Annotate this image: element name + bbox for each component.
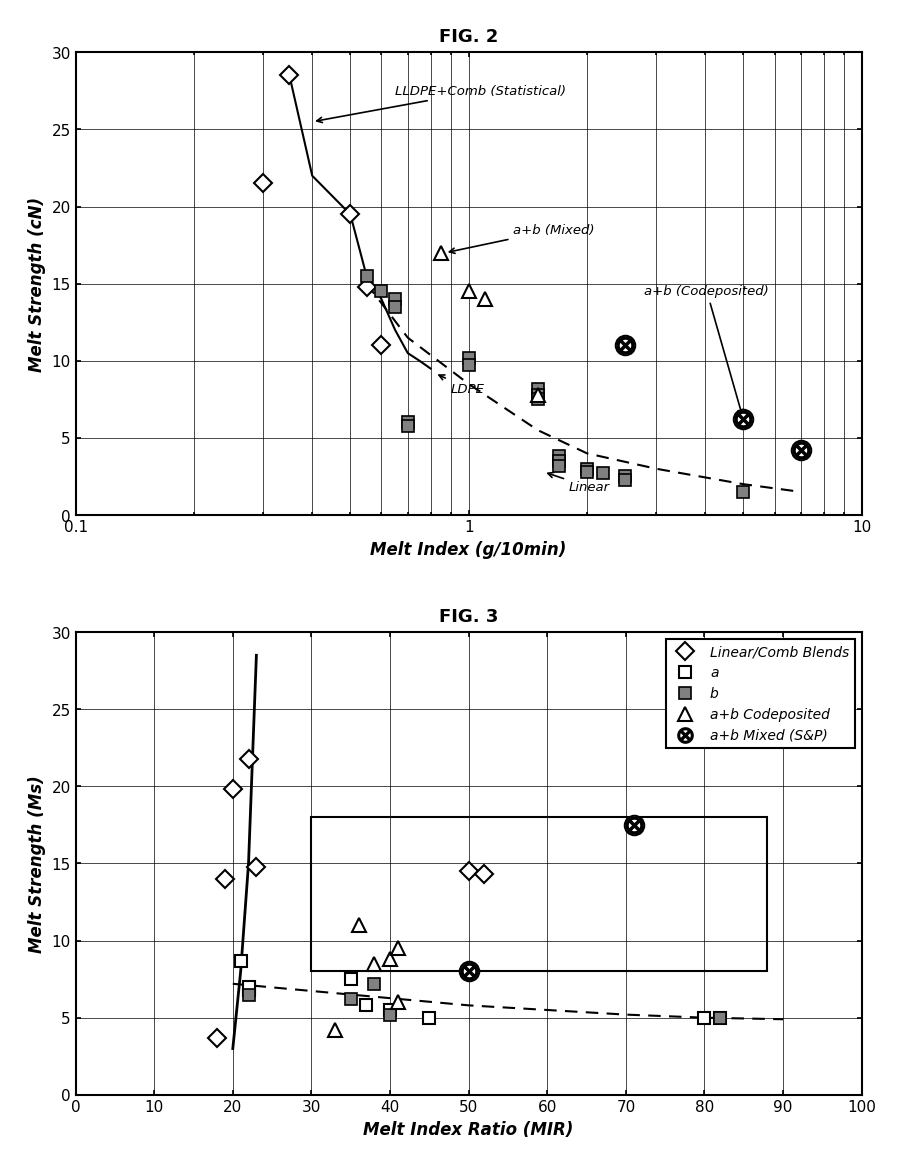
Title: FIG. 2: FIG. 2 bbox=[439, 28, 498, 45]
Text: LLDPE+Comb (Statistical): LLDPE+Comb (Statistical) bbox=[316, 85, 565, 124]
Text: a+b (Codeposited): a+b (Codeposited) bbox=[644, 286, 768, 415]
Title: FIG. 3: FIG. 3 bbox=[439, 607, 498, 625]
Y-axis label: Melt Strength (cN): Melt Strength (cN) bbox=[28, 197, 46, 372]
X-axis label: Melt Index (g/10min): Melt Index (g/10min) bbox=[370, 541, 566, 559]
Text: a+b (Mixed): a+b (Mixed) bbox=[449, 224, 594, 254]
Bar bbox=[312, 817, 767, 971]
Y-axis label: Melt Strength (Ms): Melt Strength (Ms) bbox=[28, 774, 46, 953]
X-axis label: Melt Index Ratio (MIR): Melt Index Ratio (MIR) bbox=[363, 1121, 573, 1138]
Text: LDPE: LDPE bbox=[439, 375, 484, 395]
Legend: Linear/Comb Blends, a, b, a+b Codeposited, a+b Mixed (S&P): Linear/Comb Blends, a, b, a+b Codeposite… bbox=[665, 639, 854, 749]
Text: Linear: Linear bbox=[547, 472, 610, 494]
